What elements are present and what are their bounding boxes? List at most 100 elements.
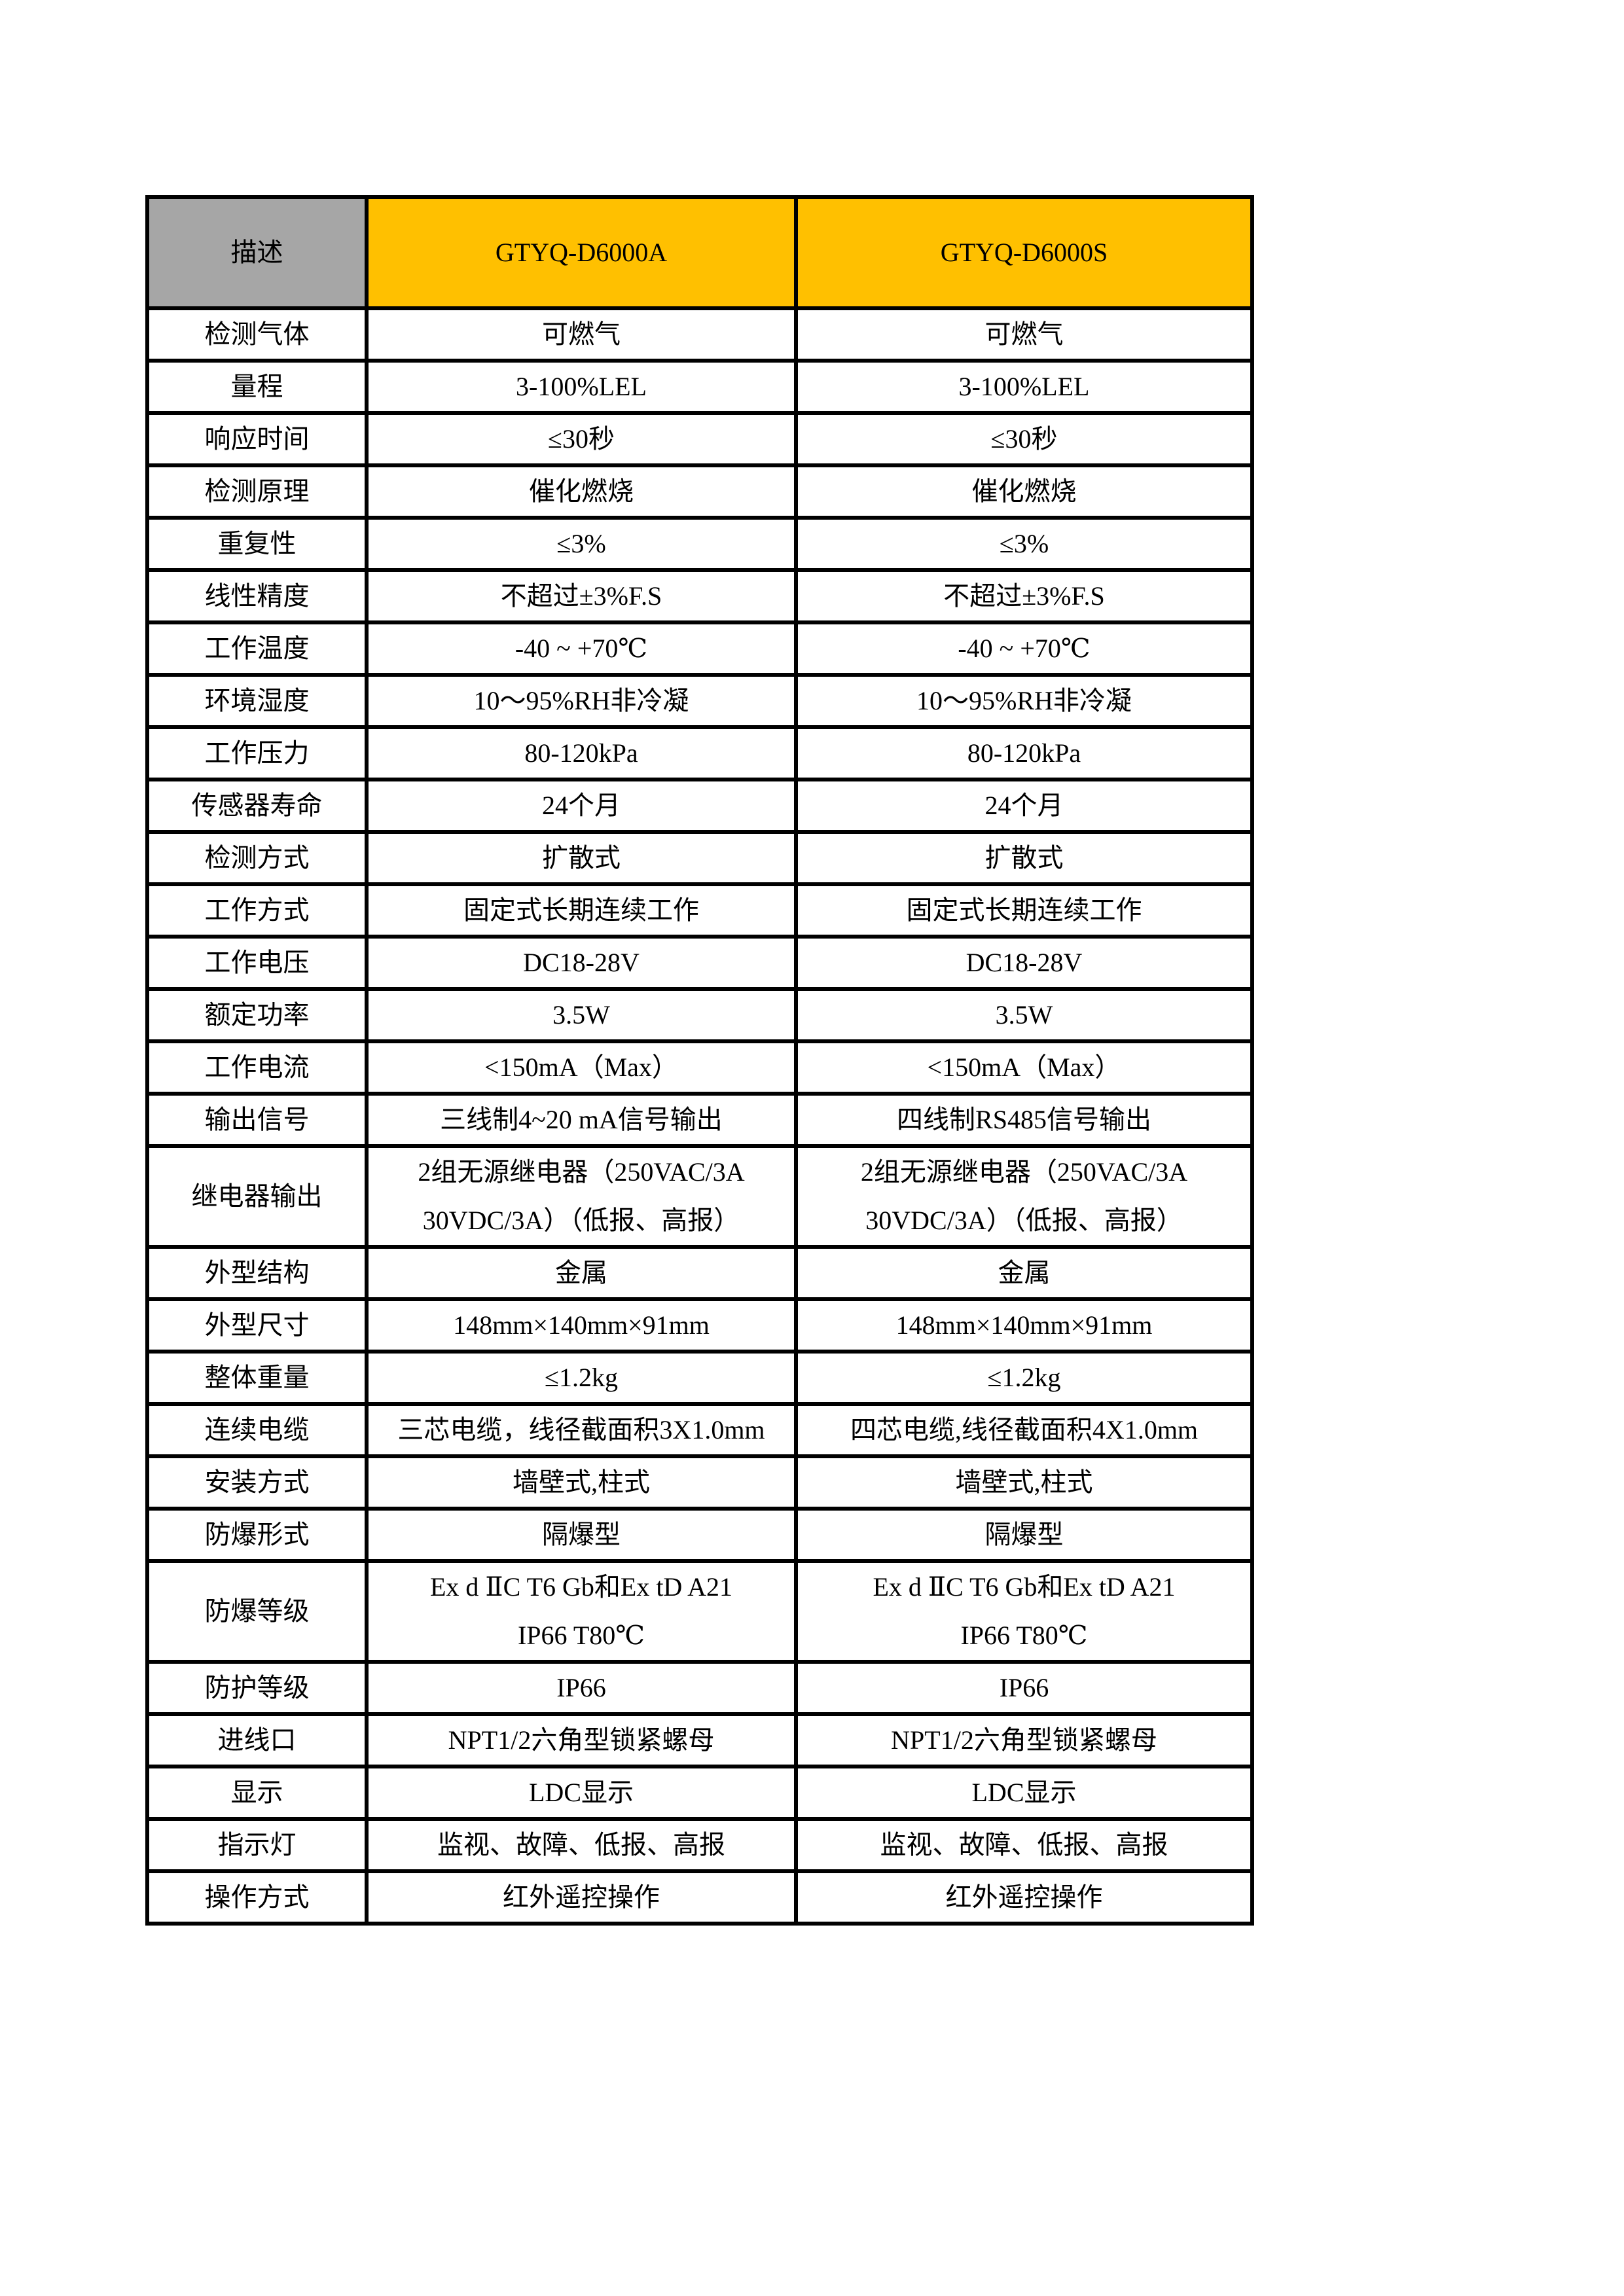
spec-value-d6000s: 扩散式	[794, 830, 1254, 886]
spec-row: 重复性 ≤3% ≤3%	[145, 516, 1254, 572]
spec-label: 进线口	[145, 1712, 369, 1768]
spec-value-d6000s: NPT1/2六角型锁紧螺母	[794, 1712, 1254, 1768]
spec-table-body: 检测气体 可燃气 可燃气 量程 3-100%LEL 3-100%LEL 响应时间…	[145, 306, 1254, 1926]
spec-label: 响应时间	[145, 411, 369, 467]
spec-value-d6000s: ≤30秒	[794, 411, 1254, 467]
spec-label: 防爆形式	[145, 1507, 369, 1563]
spec-row: 外型尺寸 148mm×140mm×91mm 148mm×140mm×91mm	[145, 1297, 1254, 1354]
header-model-d6000a: GTYQ-D6000A	[365, 195, 798, 310]
spec-row: 防护等级 IP66 IP66	[145, 1660, 1254, 1716]
spec-value-d6000s: 红外遥控操作	[794, 1869, 1254, 1926]
spec-value-d6000a: ≤3%	[365, 516, 798, 572]
spec-value-d6000a: 隔爆型	[365, 1507, 798, 1563]
spec-label: 工作方式	[145, 882, 369, 939]
spec-label: 检测气体	[145, 306, 369, 363]
spec-row: 工作压力 80-120kPa 80-120kPa	[145, 725, 1254, 781]
spec-value-d6000a: 三线制4~20 mA信号输出	[365, 1092, 798, 1148]
spec-value-d6000a: 不超过±3%F.S	[365, 568, 798, 624]
spec-value-d6000s: ≤1.2kg	[794, 1350, 1254, 1406]
spec-label: 工作温度	[145, 620, 369, 677]
spec-value-d6000a: 固定式长期连续工作	[365, 882, 798, 939]
spec-value-d6000a: 催化燃烧	[365, 463, 798, 520]
spec-value-d6000s: 可燃气	[794, 306, 1254, 363]
spec-label: 指示灯	[145, 1817, 369, 1873]
spec-value-d6000s: 24个月	[794, 778, 1254, 834]
spec-label: 防爆等级	[145, 1559, 369, 1664]
spec-row: 操作方式 红外遥控操作 红外遥控操作	[145, 1869, 1254, 1926]
spec-value-d6000s: 148mm×140mm×91mm	[794, 1297, 1254, 1354]
spec-row: 工作电流 <150mA（Max） <150mA（Max）	[145, 1039, 1254, 1096]
spec-row: 继电器输出 2组无源继电器（250VAC/3A 30VDC/3A）（低报、高报）…	[145, 1144, 1254, 1249]
spec-table: 描述 GTYQ-D6000A GTYQ-D6000S 检测气体 可燃气 可燃气 …	[145, 195, 1254, 1926]
spec-value-d6000s: Ex d ⅡC T6 Gb和Ex tD A21 IP66 T80℃	[794, 1559, 1254, 1664]
spec-value-d6000a: ≤30秒	[365, 411, 798, 467]
spec-value-d6000a: 三芯电缆，线径截面积3X1.0mm	[365, 1402, 798, 1458]
spec-value-d6000a: 10～95%RH非冷凝	[365, 673, 798, 729]
spec-value-d6000s: 10～95%RH非冷凝	[794, 673, 1254, 729]
spec-row: 显示 LDC显示 LDC显示	[145, 1765, 1254, 1821]
spec-value-d6000a: 红外遥控操作	[365, 1869, 798, 1926]
spec-label: 安装方式	[145, 1454, 369, 1511]
spec-value-d6000s: 催化燃烧	[794, 463, 1254, 520]
spec-value-d6000a: NPT1/2六角型锁紧螺母	[365, 1712, 798, 1768]
spec-row: 响应时间 ≤30秒 ≤30秒	[145, 411, 1254, 467]
spec-value-d6000a: 监视、故障、低报、高报	[365, 1817, 798, 1873]
spec-value-d6000s: 80-120kPa	[794, 725, 1254, 781]
spec-row: 工作温度 -40 ~ +70℃ -40 ~ +70℃	[145, 620, 1254, 677]
spec-value-d6000s: 四线制RS485信号输出	[794, 1092, 1254, 1148]
spec-label: 检测原理	[145, 463, 369, 520]
spec-label: 环境湿度	[145, 673, 369, 729]
spec-value-d6000s: DC18-28V	[794, 935, 1254, 991]
spec-value-d6000s: <150mA（Max）	[794, 1039, 1254, 1096]
spec-row: 输出信号 三线制4~20 mA信号输出 四线制RS485信号输出	[145, 1092, 1254, 1148]
spec-value-d6000a: IP66	[365, 1660, 798, 1716]
spec-label: 防护等级	[145, 1660, 369, 1716]
spec-row: 环境湿度 10～95%RH非冷凝 10～95%RH非冷凝	[145, 673, 1254, 729]
spec-label: 输出信号	[145, 1092, 369, 1148]
spec-value-d6000a: ≤1.2kg	[365, 1350, 798, 1406]
spec-label: 操作方式	[145, 1869, 369, 1926]
spec-value-d6000a: 金属	[365, 1245, 798, 1301]
spec-row: 连续电缆 三芯电缆，线径截面积3X1.0mm 四芯电缆,线径截面积4X1.0mm	[145, 1402, 1254, 1458]
spec-row: 防爆等级 Ex d ⅡC T6 Gb和Ex tD A21 IP66 T80℃ E…	[145, 1559, 1254, 1664]
spec-row: 安装方式 墙壁式,柱式 墙壁式,柱式	[145, 1454, 1254, 1511]
spec-row: 量程 3-100%LEL 3-100%LEL	[145, 359, 1254, 415]
spec-row: 检测方式 扩散式 扩散式	[145, 830, 1254, 886]
spec-row: 进线口 NPT1/2六角型锁紧螺母 NPT1/2六角型锁紧螺母	[145, 1712, 1254, 1768]
spec-row: 整体重量 ≤1.2kg ≤1.2kg	[145, 1350, 1254, 1406]
spec-value-d6000a: 3-100%LEL	[365, 359, 798, 415]
spec-row: 额定功率 3.5W 3.5W	[145, 987, 1254, 1043]
spec-row: 外型结构 金属 金属	[145, 1245, 1254, 1301]
spec-value-d6000a: 2组无源继电器（250VAC/3A 30VDC/3A）（低报、高报）	[365, 1144, 798, 1249]
spec-value-d6000s: -40 ~ +70℃	[794, 620, 1254, 677]
spec-value-d6000s: IP66	[794, 1660, 1254, 1716]
spec-row: 防爆形式 隔爆型 隔爆型	[145, 1507, 1254, 1563]
spec-value-d6000a: 可燃气	[365, 306, 798, 363]
spec-label: 继电器输出	[145, 1144, 369, 1249]
spec-label: 工作电压	[145, 935, 369, 991]
spec-value-d6000s: 金属	[794, 1245, 1254, 1301]
spec-value-d6000a: LDC显示	[365, 1765, 798, 1821]
spec-label: 连续电缆	[145, 1402, 369, 1458]
spec-label: 量程	[145, 359, 369, 415]
spec-value-d6000s: 不超过±3%F.S	[794, 568, 1254, 624]
spec-row: 工作方式 固定式长期连续工作 固定式长期连续工作	[145, 882, 1254, 939]
spec-label: 工作电流	[145, 1039, 369, 1096]
spec-value-d6000s: 墙壁式,柱式	[794, 1454, 1254, 1511]
spec-label: 外型尺寸	[145, 1297, 369, 1354]
spec-row: 传感器寿命 24个月 24个月	[145, 778, 1254, 834]
spec-value-d6000a: 3.5W	[365, 987, 798, 1043]
spec-value-d6000s: 四芯电缆,线径截面积4X1.0mm	[794, 1402, 1254, 1458]
spec-label: 工作压力	[145, 725, 369, 781]
header-model-d6000s: GTYQ-D6000S	[794, 195, 1254, 310]
spec-value-d6000s: LDC显示	[794, 1765, 1254, 1821]
spec-label: 传感器寿命	[145, 778, 369, 834]
spec-value-d6000a: <150mA（Max）	[365, 1039, 798, 1096]
spec-row: 指示灯 监视、故障、低报、高报 监视、故障、低报、高报	[145, 1817, 1254, 1873]
spec-label: 重复性	[145, 516, 369, 572]
spec-value-d6000a: 墙壁式,柱式	[365, 1454, 798, 1511]
spec-value-d6000a: 148mm×140mm×91mm	[365, 1297, 798, 1354]
spec-value-d6000a: Ex d ⅡC T6 Gb和Ex tD A21 IP66 T80℃	[365, 1559, 798, 1664]
header-description: 描述	[145, 195, 369, 310]
spec-label: 整体重量	[145, 1350, 369, 1406]
